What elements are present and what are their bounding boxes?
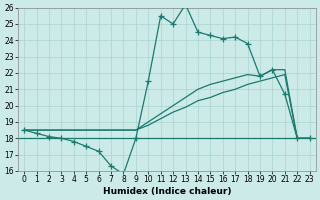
X-axis label: Humidex (Indice chaleur): Humidex (Indice chaleur) (103, 187, 231, 196)
